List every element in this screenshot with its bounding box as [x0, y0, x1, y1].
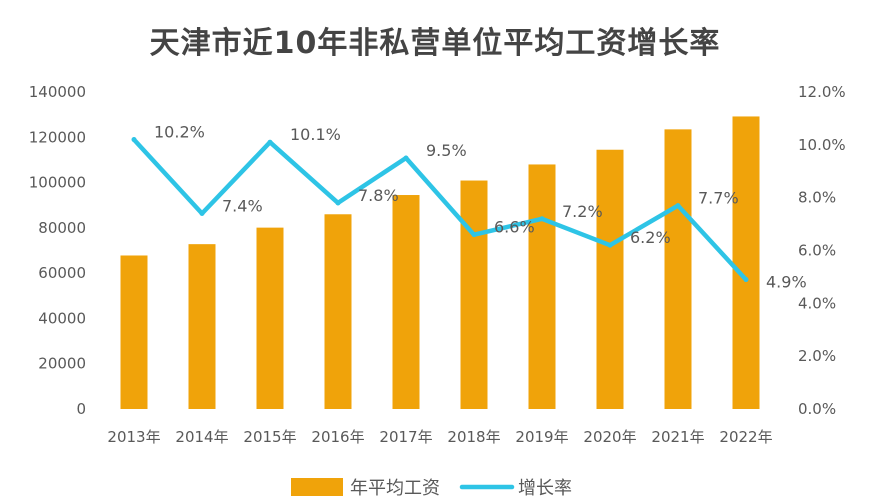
line-point	[403, 155, 409, 161]
line-point	[267, 139, 273, 145]
bar	[188, 244, 216, 409]
line-point	[471, 232, 477, 238]
x-tick-label: 2021年	[651, 428, 704, 446]
growth-rate-line	[131, 137, 749, 282]
bar	[528, 164, 556, 409]
legend-label: 年平均工资	[350, 478, 440, 499]
bar	[732, 116, 760, 409]
data-label: 7.7%	[698, 189, 739, 208]
data-label: 6.6%	[494, 218, 535, 237]
y-left-tick-label: 100000	[29, 174, 86, 192]
x-tick-label: 2013年	[107, 428, 160, 446]
data-label: 7.2%	[562, 202, 603, 221]
bar	[596, 149, 624, 409]
line-point	[607, 242, 613, 248]
line-point	[335, 200, 341, 206]
data-label: 4.9%	[766, 273, 807, 292]
bar	[120, 255, 148, 409]
x-tick-label: 2022年	[719, 428, 772, 446]
data-label: 9.5%	[426, 141, 467, 160]
data-label: 6.2%	[630, 228, 671, 247]
y-left-tick-label: 80000	[38, 219, 86, 237]
line-point	[675, 203, 681, 209]
x-tick-label: 2019年	[515, 428, 568, 446]
bar	[664, 129, 692, 409]
data-label: 10.2%	[154, 123, 205, 142]
chart-title: 天津市近10年非私营单位平均工资增长率	[149, 26, 721, 61]
data-label: 10.1%	[290, 125, 341, 144]
x-tick-label: 2016年	[311, 428, 364, 446]
y-right-tick-label: 0.0%	[798, 400, 836, 418]
line-point	[199, 211, 205, 217]
x-tick-label: 2017年	[379, 428, 432, 446]
bar	[324, 214, 352, 409]
bar	[256, 227, 284, 409]
x-tick-label: 2020年	[583, 428, 636, 446]
y-left-tick-label: 0	[76, 400, 86, 418]
line-point	[539, 216, 545, 222]
y-right-tick-label: 12.0%	[798, 83, 846, 101]
data-label: 7.4%	[222, 197, 263, 216]
y-left-tick-label: 40000	[38, 309, 86, 327]
line-point	[743, 277, 749, 283]
x-tick-label: 2018年	[447, 428, 500, 446]
y-right-tick-label: 10.0%	[798, 136, 846, 154]
x-tick-label: 2015年	[243, 428, 296, 446]
y-left-tick-label: 60000	[38, 264, 86, 282]
y-left-tick-label: 20000	[38, 355, 86, 373]
y-left-tick-label: 140000	[29, 83, 86, 101]
y-right-tick-label: 8.0%	[798, 189, 836, 207]
y-right-tick-label: 4.0%	[798, 294, 836, 312]
legend-swatch-bar	[291, 478, 343, 496]
y-left-tick-label: 120000	[29, 128, 86, 146]
data-label: 7.8%	[358, 186, 399, 205]
y-right-tick-label: 2.0%	[798, 347, 836, 365]
line-point	[131, 137, 137, 143]
y-right-tick-label: 6.0%	[798, 242, 836, 260]
legend-label: 增长率	[518, 478, 572, 499]
bar	[392, 195, 420, 409]
bar	[460, 180, 488, 409]
x-tick-label: 2014年	[175, 428, 228, 446]
